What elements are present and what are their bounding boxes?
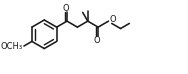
Text: O: O <box>110 15 117 24</box>
Text: OCH₃: OCH₃ <box>1 42 23 51</box>
Text: O: O <box>63 4 69 13</box>
Text: O: O <box>94 36 101 45</box>
